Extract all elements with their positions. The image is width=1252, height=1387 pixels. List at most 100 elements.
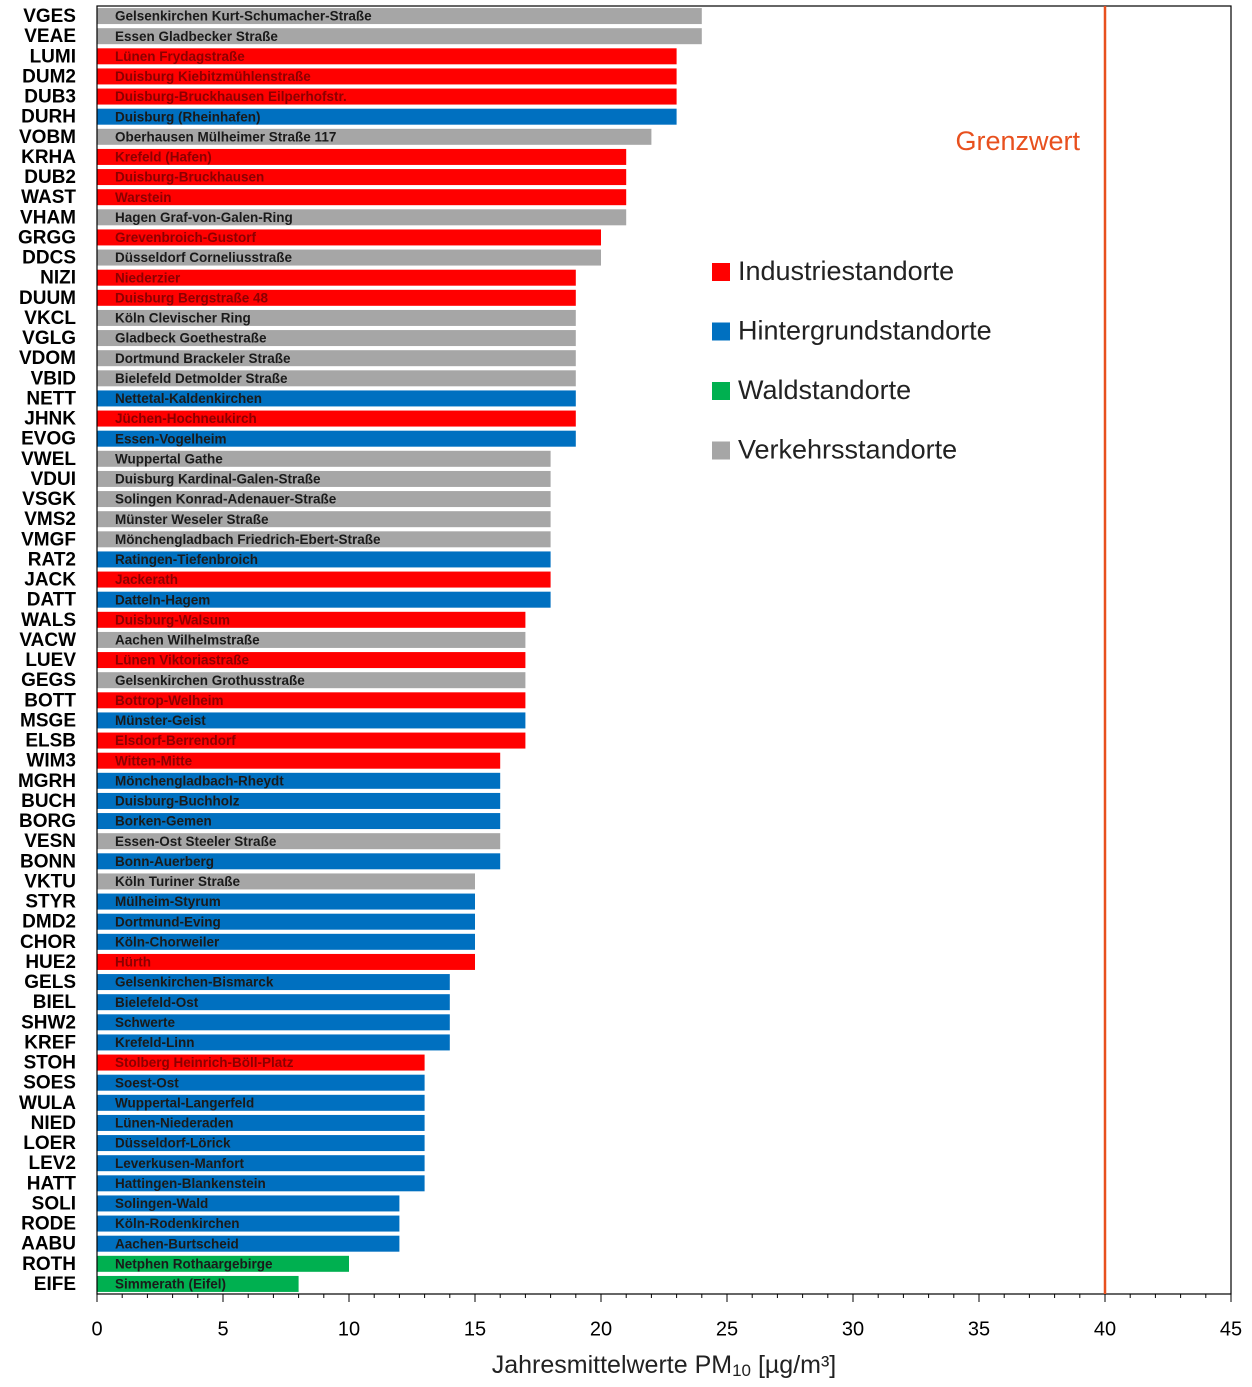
y-tick-label: ELSB [25, 731, 76, 752]
bar [97, 68, 677, 85]
y-tick-label: VGES [23, 6, 76, 27]
bar [97, 732, 526, 749]
bar-label: Schwerte [115, 1015, 176, 1030]
bar [97, 913, 475, 930]
legend-label: Waldstandorte [738, 375, 911, 405]
bar [97, 551, 551, 568]
bar [97, 269, 576, 286]
bar [97, 1034, 450, 1051]
bar [97, 1074, 425, 1091]
bar-label: Münster-Geist [115, 713, 206, 728]
bar [97, 1275, 299, 1292]
x-tick-label: 20 [590, 1318, 612, 1340]
y-tick-label: GRGG [18, 227, 76, 248]
y-tick-label: DDCS [22, 248, 76, 269]
bar-label: Köln Turiner Straße [115, 874, 241, 889]
bar-label: Lünen-Niederaden [115, 1116, 234, 1131]
bar [97, 8, 702, 25]
bar [97, 450, 551, 467]
x-tick-label: 0 [91, 1318, 102, 1340]
bar-label: Gelsenkirchen Kurt-Schumacher-Straße [115, 9, 372, 24]
bar [97, 994, 450, 1011]
bar [97, 330, 576, 347]
bar-label: Duisburg-Walsum [115, 612, 230, 627]
bar-label: Gladbeck Goethestraße [115, 331, 267, 346]
bar-label: Duisburg-Bruckhausen Eilperhofstr. [115, 89, 347, 104]
y-tick-label: MSGE [20, 710, 76, 731]
y-tick-label: VHAM [20, 207, 76, 228]
x-tick-label: 10 [338, 1318, 360, 1340]
bar [97, 1135, 425, 1152]
y-tick-label: CHOR [20, 932, 76, 953]
bar [97, 229, 601, 246]
legend-label: Industriestandorte [738, 256, 954, 286]
bar-label: Duisburg Kardinal-Galen-Straße [115, 472, 321, 487]
bar-label: Köln Clevischer Ring [115, 311, 251, 326]
bar-label: Solingen Konrad-Adenauer-Straße [115, 492, 337, 507]
bar [97, 873, 475, 890]
y-tick-label: VEAE [24, 26, 76, 47]
bar-label: Mönchengladbach-Rheydt [115, 773, 284, 788]
bar-label: Gelsenkirchen-Bismarck [115, 975, 274, 990]
bar-label: Wuppertal Gathe [115, 451, 223, 466]
bar [97, 772, 501, 789]
y-tick-label: STYR [25, 892, 76, 913]
bar [97, 350, 576, 367]
x-tick-label: 30 [842, 1318, 864, 1340]
bar [97, 853, 501, 870]
y-tick-label: DMD2 [22, 912, 76, 933]
bar-label: Aachen Wilhelmstraße [115, 633, 260, 648]
legend-label: Verkehrsstandorte [738, 435, 957, 465]
x-tick-label: 40 [1094, 1318, 1116, 1340]
bar [97, 249, 601, 266]
bar-label: Jüchen-Hochneukirch [115, 411, 257, 426]
bar-label: Bielefeld Detmolder Straße [115, 371, 288, 386]
bar-label: Soest-Ost [115, 1075, 179, 1090]
y-tick-label: WIM3 [26, 751, 76, 772]
y-tick-label: VGLG [22, 328, 76, 349]
bar [97, 652, 526, 669]
legend-swatch [712, 382, 730, 400]
bar [97, 571, 551, 588]
bar-label: Essen Gladbecker Straße [115, 29, 278, 44]
bar [97, 410, 576, 427]
x-tick-label: 35 [968, 1318, 990, 1340]
y-tick-label: KREF [24, 1032, 76, 1053]
bar [97, 48, 677, 65]
y-tick-label: VACW [19, 630, 76, 651]
y-tick-label: HUE2 [25, 952, 76, 973]
bar-label: Jackerath [115, 572, 178, 587]
bar-label: Grevenbroich-Gustorf [115, 230, 257, 245]
x-tick-label: 45 [1220, 1318, 1242, 1340]
y-tick-label: KRHA [21, 147, 76, 168]
bar-label: Köln-Rodenkirchen [115, 1216, 240, 1231]
bar-label: Köln-Chorweiler [115, 934, 220, 949]
bar-label: Lünen Viktoriastraße [115, 653, 250, 668]
bar-label: Duisburg Bergstraße 48 [115, 290, 269, 305]
y-tick-label: BONN [20, 851, 76, 872]
bar [97, 511, 551, 528]
x-tick-label: 5 [217, 1318, 228, 1340]
y-tick-label: BORG [19, 811, 76, 832]
bar-label: Hattingen-Blankenstein [115, 1176, 266, 1191]
y-tick-label: VKTU [24, 871, 76, 892]
bar [97, 1114, 425, 1131]
bar-label: Aachen-Burtscheid [115, 1236, 239, 1251]
bar-label: Niederzier [115, 270, 181, 285]
y-tick-label: GEGS [21, 670, 76, 691]
y-tick-label: SHW2 [21, 1012, 76, 1033]
bar [97, 672, 526, 689]
y-tick-label: DUM2 [22, 66, 76, 87]
bar-label: Borken-Gemen [115, 814, 212, 829]
bar [97, 1155, 425, 1172]
plot-frame [96, 5, 1232, 1295]
bar-label: Elsdorf-Berrendorf [115, 733, 236, 748]
y-tick-label: DUB3 [24, 87, 76, 108]
bar [97, 1215, 400, 1232]
y-tick-label: WALS [21, 610, 76, 631]
y-tick-label: EIFE [34, 1274, 76, 1295]
y-tick-label: NIZI [40, 268, 76, 289]
bar [97, 974, 450, 991]
y-tick-label: DUB2 [24, 167, 76, 188]
